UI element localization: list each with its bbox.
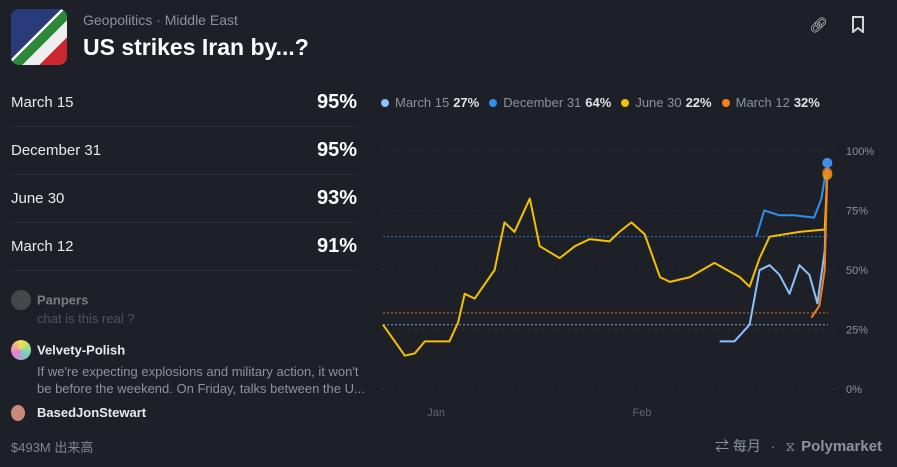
volume: $493M 出来高 <box>11 440 94 455</box>
page-title: US strikes Iran by...? <box>83 34 309 60</box>
series-endpoint <box>822 157 833 168</box>
legend-dot <box>381 99 389 107</box>
outcome-name: June 30 <box>11 190 65 207</box>
subcategory-link[interactable]: Middle East <box>164 12 238 28</box>
avatar <box>11 404 25 421</box>
legend-value: 27% <box>453 95 480 110</box>
legend-dot <box>489 99 498 107</box>
interval-label: 每月 <box>732 438 761 454</box>
y-tick-label: 75% <box>846 206 868 218</box>
comment-user[interactable]: Velvety-Polish <box>37 342 126 358</box>
x-tick-label: Feb <box>633 407 652 419</box>
y-tick-label: 0% <box>846 384 862 396</box>
comment-user[interactable]: Panpers <box>37 292 89 308</box>
outcome-prob: 91% <box>316 235 357 257</box>
series-line <box>755 162 829 237</box>
series-line <box>719 162 829 343</box>
avatar <box>11 290 31 310</box>
separator: · <box>156 12 161 28</box>
legend-item: March 12 32% <box>721 95 820 110</box>
outcome-prob: 93% <box>316 187 357 209</box>
comment-text: If we're expecting explosions and milita… <box>37 364 365 396</box>
category-link[interactable]: Geopolitics <box>83 12 153 28</box>
chart-footer: ⇄ 每月 · ⧖ Polymarket <box>715 436 882 456</box>
x-tick-label: Jan <box>427 407 445 419</box>
bookmark-icon[interactable] <box>849 16 867 35</box>
series-endpoint <box>822 167 833 178</box>
legend-label: March 12 <box>735 95 790 110</box>
legend-value: 22% <box>685 95 712 110</box>
series-endpoint <box>822 169 833 180</box>
legend-dot <box>621 99 630 107</box>
legend-label: December 31 <box>503 95 582 110</box>
series-endpoint <box>822 157 833 168</box>
comment-user[interactable]: BasedJonStewart <box>37 405 147 421</box>
y-tick-label: 50% <box>846 265 868 277</box>
comment-text: chat is this real ? <box>37 311 135 326</box>
series-line <box>810 172 829 319</box>
legend-item: June 30 22% <box>621 95 712 110</box>
legend-value: 64% <box>585 95 612 110</box>
y-tick-label: 100% <box>846 146 874 158</box>
outcome-row[interactable]: March 15 95% <box>11 79 357 127</box>
legend-item: March 15 27% <box>381 95 479 110</box>
link-icon[interactable]: 🔗︎ <box>809 17 829 34</box>
y-tick-label: 25% <box>846 325 868 337</box>
chart-legend: March 15 27% December 31 64% June 30 22% Ma… <box>381 95 820 110</box>
legend-value: 32% <box>793 95 820 110</box>
outcome-row[interactable]: June 30 93% <box>11 175 357 223</box>
interval-toggle[interactable]: ⇄ 每月 <box>715 438 761 454</box>
separator: · <box>770 438 776 454</box>
breadcrumb: Geopolitics · Middle East <box>83 12 238 28</box>
legend-item: December 31 64% <box>489 95 611 110</box>
comment: BasedJonStewart <box>11 404 146 421</box>
legend-dot <box>721 99 730 107</box>
series-line <box>382 174 829 357</box>
outcome-prob: 95% <box>316 91 357 113</box>
outcome-name: December 31 <box>11 142 102 159</box>
brand-name: Polymarket <box>801 438 883 455</box>
legend-label: June 30 <box>635 95 682 110</box>
legend-label: March 15 <box>395 95 450 110</box>
outcome-prob: 95% <box>316 139 357 161</box>
outcome-row[interactable]: December 31 95% <box>11 127 357 175</box>
comment: Panpers chat is this real ? <box>11 290 367 327</box>
market-image <box>11 9 67 65</box>
outcome-row[interactable]: March 12 91% <box>11 223 357 271</box>
polymarket-logo-icon: ⧖ <box>785 438 796 454</box>
comment: Velvety-Polish If we're expecting explos… <box>11 340 367 397</box>
outcome-name: March 12 <box>11 238 74 255</box>
outcome-name: March 15 <box>11 94 74 111</box>
avatar <box>11 340 31 360</box>
